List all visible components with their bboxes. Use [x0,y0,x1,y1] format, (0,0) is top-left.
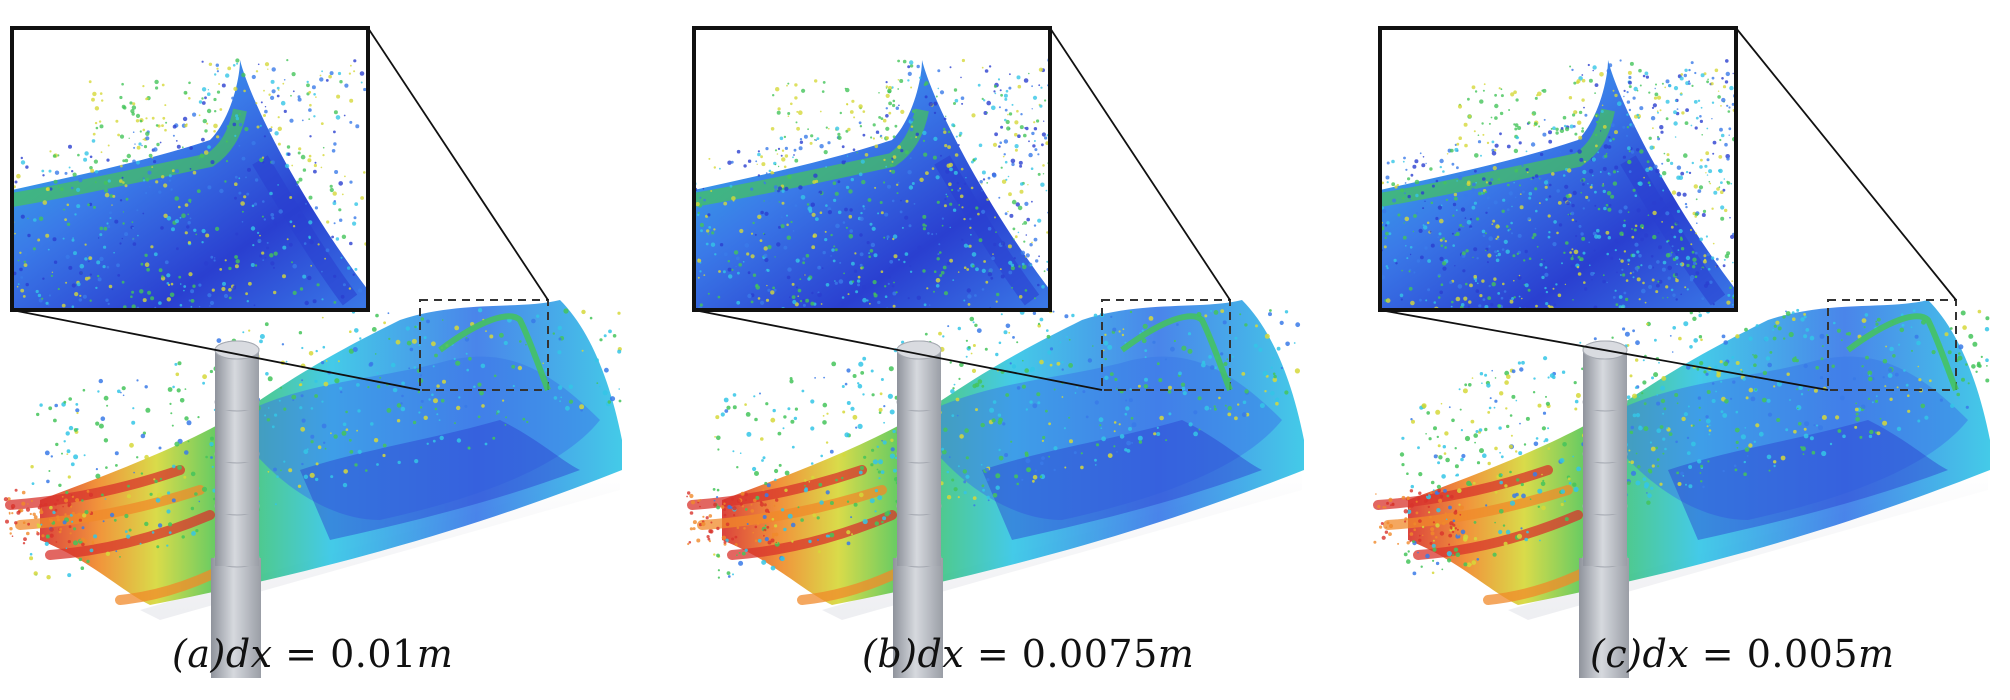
caption-c: (c)dx = 0.005m [1590,632,1895,676]
caption-b-unit: m [1157,632,1195,676]
caption-b-value: 0.0075 [1021,632,1158,676]
caption-b-variable: dx [917,632,965,676]
caption-b-label: (b) [862,632,918,676]
caption-c-value: 0.005 [1746,632,1859,676]
caption-c-relation: = [1701,632,1735,676]
caption-a-label: (a) [172,632,226,676]
caption-a-variable: dx [225,632,273,676]
caption-c-variable: dx [1642,632,1690,676]
caption-c-unit: m [1858,632,1895,676]
panel-a: (a)dx = 0.01m [0,0,640,700]
caption-a-unit: m [416,632,454,676]
caption-c-label: (c) [1590,632,1643,676]
caption-a-relation: = [285,632,318,676]
panel-c: (c)dx = 0.005m [1368,0,2008,700]
caption-b: (b)dx = 0.0075m [862,632,1194,676]
simulation-render-c [1373,26,1990,678]
simulation-render-a [3,26,622,678]
caption-a-value: 0.01 [330,632,417,676]
simulation-render-b [686,26,1304,678]
caption-a: (a)dx = 0.01m [172,632,453,676]
panel-b: (b)dx = 0.0075m [682,0,1322,700]
caption-b-relation: = [976,632,1010,676]
